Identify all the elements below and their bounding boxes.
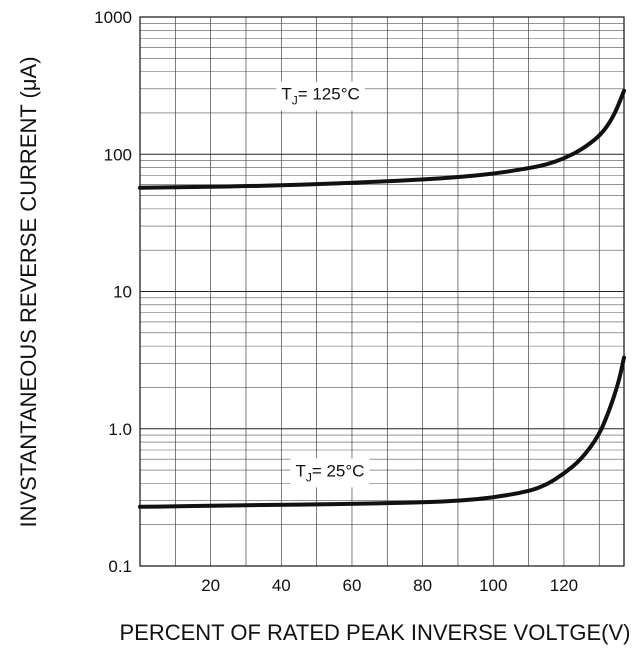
y-axis-title: INVSTANTANEOUS REVERSE CURRENT (μA) <box>16 56 41 527</box>
y-tick-label: 1000 <box>94 8 132 27</box>
series-label-125c: TJ= 125°C <box>281 85 359 108</box>
x-tick-label: 40 <box>272 576 291 595</box>
x-tick-label: 120 <box>550 576 578 595</box>
x-tick-label: 80 <box>413 576 432 595</box>
y-tick-label: 1.0 <box>108 420 132 439</box>
plot-frame <box>139 16 625 567</box>
series-layer <box>138 88 626 509</box>
series-line-125c <box>138 88 626 190</box>
y-tick-labels: 0.1 1.0 10 100 1000 <box>94 8 132 576</box>
series-label-background <box>290 458 370 488</box>
x-tick-label: 100 <box>479 576 507 595</box>
x-tick-labels: 20 40 60 80 100 120 <box>201 576 578 595</box>
series-line-25c <box>138 355 626 509</box>
y-tick-label: 10 <box>113 283 132 302</box>
label-layer: TJ= 125°C TJ= 25°C <box>276 81 370 488</box>
x-tick-label: 20 <box>201 576 220 595</box>
y-tick-label: 100 <box>104 145 132 164</box>
series-label-background <box>276 81 365 111</box>
series-label-25c: TJ= 25°C <box>295 461 364 484</box>
x-tick-label: 60 <box>343 576 362 595</box>
y-tick-label: 0.1 <box>108 557 132 576</box>
x-axis-title: PERCENT OF RATED PEAK INVERSE VOLTGE(V) <box>120 620 631 645</box>
